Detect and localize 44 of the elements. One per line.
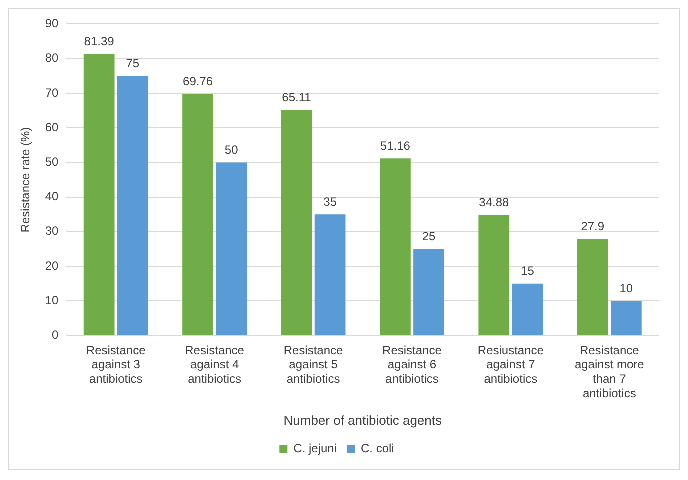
x-tick-label: Resistance against 4 antibiotics — [185, 343, 245, 386]
bar — [478, 215, 510, 336]
data-label: 10 — [620, 281, 634, 296]
x-tick-label: Resistance against 5 antibiotics — [284, 343, 344, 386]
y-tick-label: 30 — [45, 224, 60, 238]
data-label: 69.76 — [183, 74, 214, 89]
y-axis-title: Resistance rate (%) — [18, 127, 33, 233]
bar — [610, 301, 642, 336]
bar — [314, 214, 346, 336]
data-label: 50 — [224, 143, 239, 157]
legend-label: C. jejuni — [294, 441, 338, 456]
bar — [216, 162, 248, 336]
y-tick-label: 40 — [45, 190, 60, 204]
y-tick-label: 70 — [45, 86, 60, 100]
x-tick-label: Resistance against 3 antibiotics — [86, 343, 146, 386]
bar — [577, 239, 608, 336]
legend-label: C. coli — [361, 441, 394, 456]
bar — [281, 110, 312, 336]
bar — [414, 249, 444, 336]
bar — [117, 76, 148, 336]
bar — [380, 158, 411, 336]
y-tick-label: 20 — [45, 258, 60, 273]
y-tick-label: 90 — [45, 16, 60, 31]
y-tick-label: 50 — [45, 155, 60, 169]
x-axis-title: Number of antibiotic agents — [284, 412, 442, 428]
data-label: 81.39 — [84, 34, 115, 48]
data-label: 75 — [126, 56, 140, 70]
y-tick-label: 10 — [45, 293, 60, 308]
x-tick-label: Resistance against 6 antibiotics — [382, 343, 442, 386]
x-tick-label: Resistance against more than 7 antibiotics — [574, 343, 645, 401]
x-tick-label: Resiustance against 7 antibiotics — [478, 343, 544, 386]
bar — [182, 94, 214, 336]
y-tick-label: 60 — [45, 120, 60, 134]
data-label: 51.16 — [380, 138, 411, 153]
data-label: 35 — [324, 194, 338, 209]
data-label: 34.88 — [479, 195, 510, 210]
y-tick-label: 0 — [52, 328, 60, 342]
bar — [84, 54, 115, 336]
data-label: 27.9 — [581, 220, 605, 234]
data-label: 15 — [521, 264, 535, 278]
y-tick-label: 80 — [45, 51, 60, 66]
data-label: 65.11 — [282, 90, 312, 105]
data-label: 25 — [422, 230, 436, 244]
bar — [512, 284, 544, 336]
